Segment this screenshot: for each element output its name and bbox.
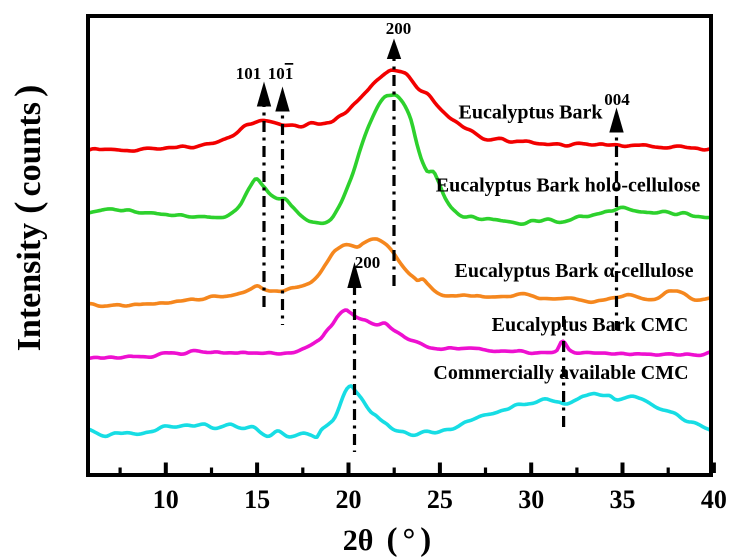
svg-text:15: 15 <box>244 485 270 514</box>
svg-text:35: 35 <box>610 485 636 514</box>
svg-text:Eucalyptus Bark: Eucalyptus Bark <box>459 102 604 124</box>
svg-text:10: 10 <box>153 485 179 514</box>
svg-text:101: 101 <box>236 64 262 83</box>
svg-text:200: 200 <box>386 19 412 38</box>
svg-text:25: 25 <box>427 485 453 514</box>
svg-text:004: 004 <box>604 90 630 109</box>
svg-text:Eucalyptus Bark holo-cellulose: Eucalyptus Bark holo-cellulose <box>436 175 701 197</box>
svg-text:Eucalyptus Bark CMC: Eucalyptus Bark CMC <box>492 314 689 336</box>
svg-text:101: 101 <box>268 64 294 83</box>
svg-text:20: 20 <box>336 485 362 514</box>
svg-text:40: 40 <box>701 485 727 514</box>
svg-text:30: 30 <box>518 485 544 514</box>
svg-text:Eucalyptus Bark α-cellulose: Eucalyptus Bark α-cellulose <box>455 260 694 282</box>
svg-text:Commercially available CMC: Commercially available CMC <box>433 362 688 384</box>
svg-text:200: 200 <box>355 253 381 272</box>
